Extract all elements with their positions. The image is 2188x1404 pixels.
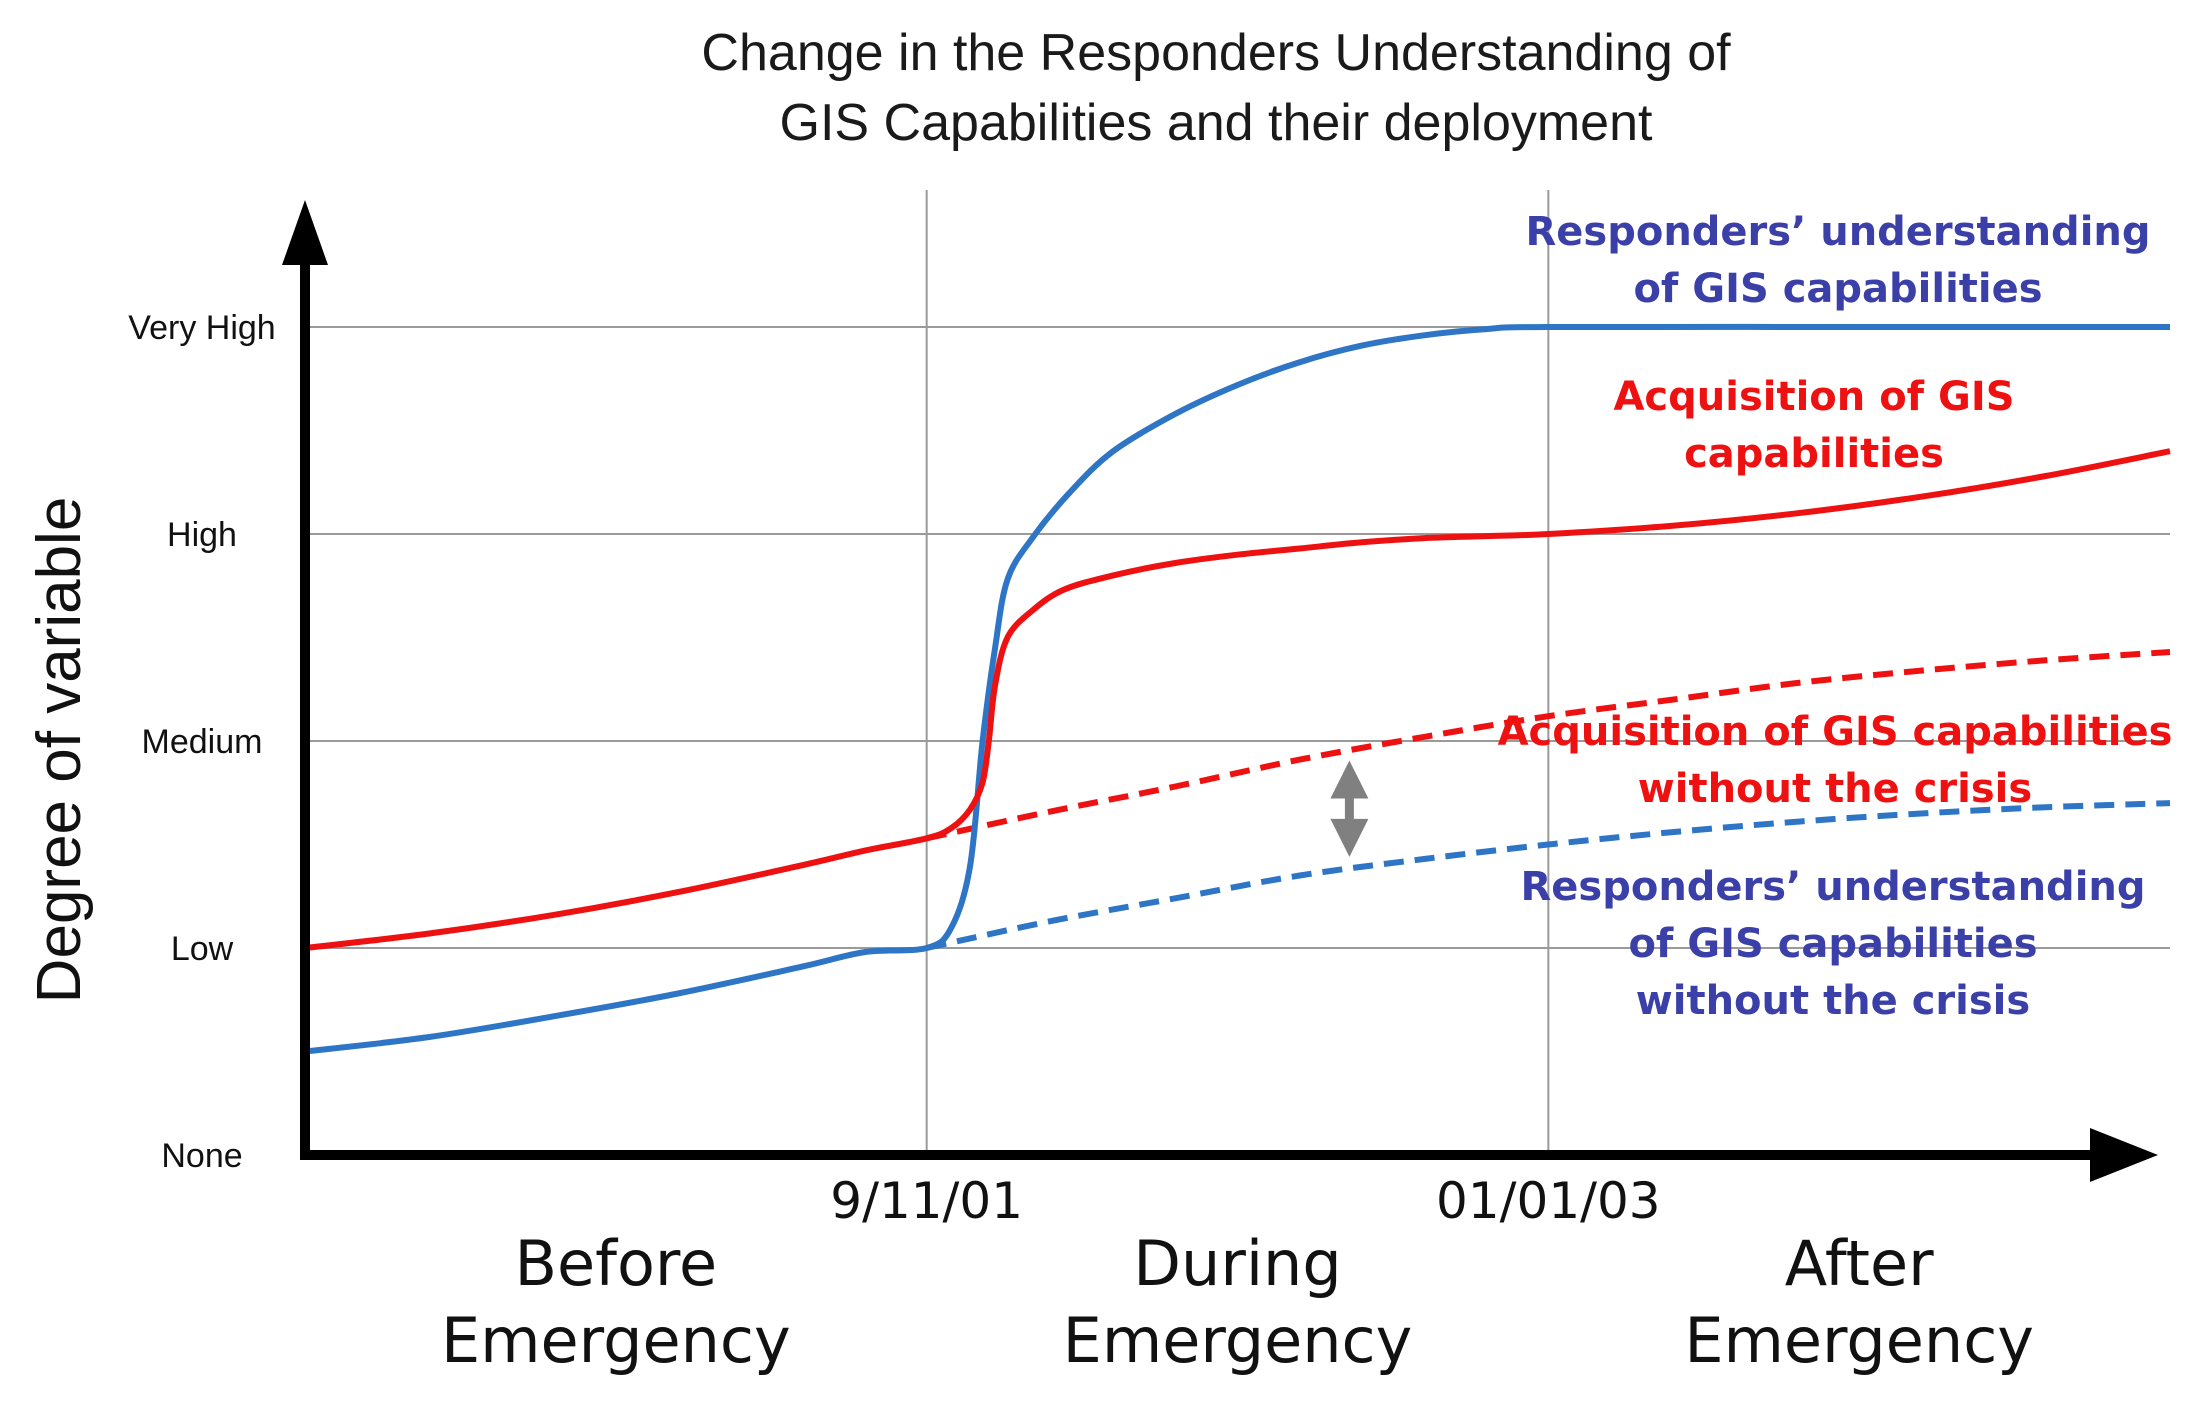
phase-labels: BeforeEmergencyDuringEmergencyAfterEmerg… (441, 1227, 2034, 1377)
x-tick-label: 01/01/03 (1436, 1172, 1661, 1230)
y-tick-label: Very High (128, 309, 275, 347)
y-tick-labels: None Low Medium High Very High (128, 309, 275, 1175)
series-line-3-dashed (926, 649, 2171, 842)
gap-double-arrow (1330, 760, 1369, 857)
series-label-3: without the crisis (1638, 766, 2032, 812)
series-label-4: of GIS capabilities (1628, 921, 2037, 967)
series-label-1: of GIS capabilities (1633, 266, 2042, 312)
y-tick-label: High (167, 516, 237, 554)
series-labels: Responders’ understanding of GIS capabili… (1498, 209, 2173, 1024)
series-label-1: Responders’ understanding (1525, 209, 2150, 255)
phase-label-line: Before (514, 1227, 717, 1300)
series-label-2: capabilities (1684, 431, 1944, 477)
y-axis-label: Degree of variable (25, 497, 94, 1004)
phase-label-line: Emergency (1684, 1304, 2034, 1377)
phase-label-line: During (1133, 1227, 1341, 1300)
y-tick-label: Low (171, 930, 234, 968)
series-label-4: Responders’ understanding (1520, 864, 2145, 910)
x-tick-label: 9/11/01 (830, 1172, 1023, 1230)
series-label-3: Acquisition of GIS capabilities (1498, 709, 2173, 755)
chart-title-line-1: Change in the Responders Understanding o… (701, 24, 1731, 82)
x-axis-arrowhead (2090, 1128, 2158, 1182)
y-tick-label: Medium (142, 723, 263, 761)
chart-title-line-2: GIS Capabilities and their deployment (780, 94, 1653, 152)
phase-label-line: After (1785, 1227, 1934, 1300)
y-tick-label: None (161, 1137, 242, 1175)
phase-label-line: Emergency (441, 1304, 791, 1377)
axes (282, 200, 2158, 1182)
series-line-2-solid (304, 448, 2171, 951)
y-axis-arrowhead (282, 200, 328, 265)
series-label-4: without the crisis (1636, 978, 2030, 1024)
gap-arrow-head-up (1330, 760, 1369, 799)
x-tick-labels: 9/11/01 01/01/03 (830, 1172, 1660, 1230)
series-line-1-solid (304, 323, 2170, 1055)
series-label-2: Acquisition of GIS (1613, 374, 2014, 420)
phase-label-line: Emergency (1063, 1304, 1413, 1377)
gap-arrow-head-down (1330, 818, 1369, 857)
series-line-4-dashed (926, 800, 2171, 951)
series-lines (304, 323, 2171, 1055)
